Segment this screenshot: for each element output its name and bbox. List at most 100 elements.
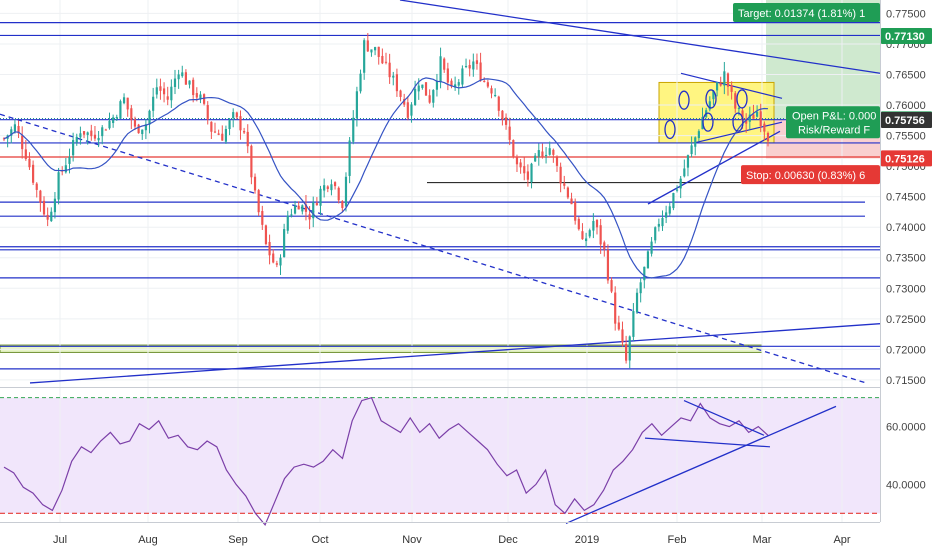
rsi-line (3, 396, 769, 527)
candle-body (603, 242, 606, 250)
candle-body (534, 155, 537, 162)
candle-body (126, 97, 129, 110)
candle-body (377, 46, 380, 57)
candle-body (228, 120, 231, 130)
candle-body (428, 95, 431, 103)
candle-body (181, 72, 184, 77)
candle-body (381, 55, 384, 64)
candle-body (741, 110, 744, 121)
candle-body (752, 114, 755, 119)
time-tick-label: Mar (753, 534, 772, 546)
candle-body (610, 280, 613, 292)
candle-body (337, 187, 340, 201)
candle-body (490, 88, 493, 94)
candle-body (130, 108, 133, 120)
candle-body (737, 108, 740, 110)
time-tick-label: Aug (138, 534, 158, 546)
candle-body (141, 129, 144, 135)
time-tick-label: Apr (833, 534, 850, 546)
candle-body (268, 241, 271, 256)
candle-body (297, 205, 300, 210)
annotation-circle-1 (702, 112, 714, 132)
candle-body (625, 344, 628, 361)
candle-body (759, 111, 762, 126)
candle-body (239, 116, 242, 131)
candle-body (333, 182, 337, 187)
candle-body (82, 131, 86, 135)
levels-layer (0, 0, 881, 384)
candle-body (326, 186, 329, 189)
rising-support-line (29, 323, 881, 384)
candle-body (232, 112, 235, 119)
candle-body (370, 49, 373, 53)
annotation-circle-4 (705, 89, 717, 109)
candle-body (352, 117, 355, 142)
candle-body (414, 89, 417, 105)
candle-body (279, 257, 282, 266)
candle-body (293, 205, 297, 214)
price-tick-label: 0.71500 (886, 375, 926, 387)
candle-body (708, 101, 711, 110)
candle-body (483, 80, 486, 82)
overlay-layer (0, 77, 880, 527)
candle-body (585, 238, 588, 242)
candle-body (730, 85, 733, 92)
candle-body (203, 94, 206, 104)
candle-body (723, 71, 726, 86)
price-tag-text: 0.75126 (885, 153, 925, 165)
candle-body (122, 97, 126, 104)
candle-body (119, 101, 122, 119)
candle-body (417, 85, 420, 92)
time-tick-label: Feb (668, 534, 687, 546)
candle-body (133, 119, 137, 127)
candle-body (304, 204, 308, 212)
candle-body (654, 227, 657, 241)
pnl-box-bg (786, 106, 880, 139)
candle-body (461, 68, 464, 85)
candle-body (173, 78, 177, 87)
candle-body (79, 133, 82, 138)
rsi-wedge-lower (644, 437, 771, 448)
candle-body (694, 137, 697, 147)
candle-body (439, 56, 442, 82)
candle-body (72, 140, 75, 156)
rsi-rising-trendline (565, 405, 837, 525)
candle-body (253, 176, 257, 191)
candle-body (344, 176, 348, 207)
dashed-trendline (0, 113, 867, 384)
candle-body (766, 132, 770, 142)
price-tick-label: 0.72500 (886, 314, 926, 326)
candle-body (330, 184, 333, 191)
candle-body (21, 135, 24, 150)
price-tag-bg (881, 28, 932, 45)
candle-body (373, 47, 377, 51)
candle-body (424, 82, 428, 96)
candles-layer (2, 33, 770, 369)
annotation-circle-3 (678, 90, 690, 110)
time-tick-label: Dec (498, 534, 518, 546)
candle-body (90, 130, 93, 137)
time-tick-label: Nov (402, 534, 422, 546)
candle-body (497, 96, 500, 111)
candle-body (308, 214, 311, 220)
candle-body (468, 65, 471, 69)
pnl-label-text: Open P&L: 0.000 (792, 110, 876, 122)
rsi-band-zone (0, 397, 880, 514)
rsi-wedge-upper (683, 400, 765, 436)
price-tick-label: 0.75500 (886, 131, 926, 143)
price-tag-text: 0.75756 (885, 115, 925, 127)
candle-body (17, 125, 20, 134)
candle-body (159, 86, 162, 91)
candle-body (541, 151, 544, 158)
target-label-text: Target: 0.01374 (1.81%) 1 (738, 8, 865, 20)
candle-body (690, 145, 693, 155)
annotation-circle-0 (664, 119, 676, 140)
candle-body (257, 190, 260, 213)
time-tick-label: Oct (311, 534, 328, 546)
candle-body (494, 94, 497, 96)
candle-body (668, 206, 671, 214)
candle-body (366, 40, 369, 52)
candle-body (712, 90, 715, 100)
